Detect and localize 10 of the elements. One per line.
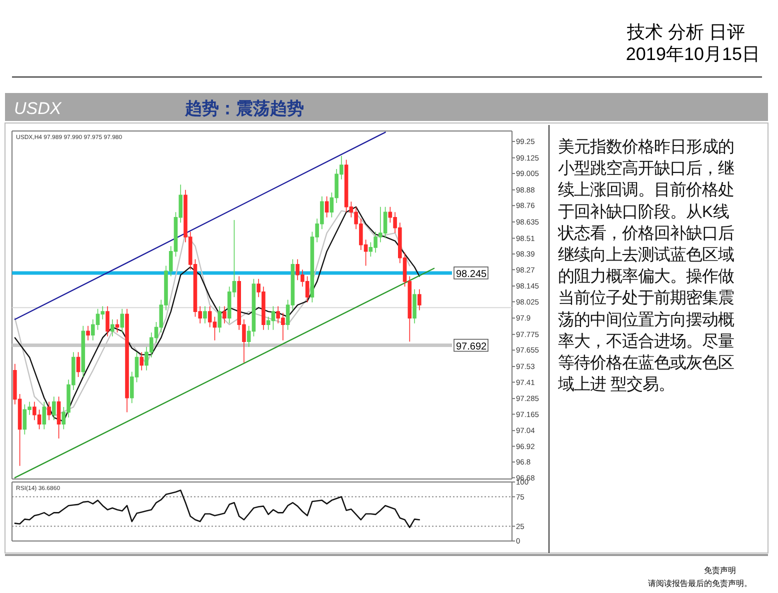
text: 技术 分析 日评 [626,22,745,42]
text: 2019年10月15日 [626,44,760,64]
ref-line-label: 97.692 [456,341,488,352]
text: 请阅读报告最后的免责声明。 [648,579,752,588]
ref-line-label: 98.245 [456,268,488,280]
chart-subtitle: 趋势：震荡趋势 [184,99,304,118]
text: 免责声明 [704,566,736,575]
chart-title: USDX [14,99,62,118]
line-series [14,490,420,528]
text: 美元指数价格昨日形成的小型跳空高开缺口后，继续上涨回调。目前价格处于回补缺口阶段。从K线状态看，价格回补缺口后继续向上去测试蓝色区域的阻力概率偏大。操作做当前位子处于前期密集震荡的中间位置方向摆动概率大，不适合进场。尽量等待价格在蓝色或灰色区域上进 型交易。 [558,138,734,394]
